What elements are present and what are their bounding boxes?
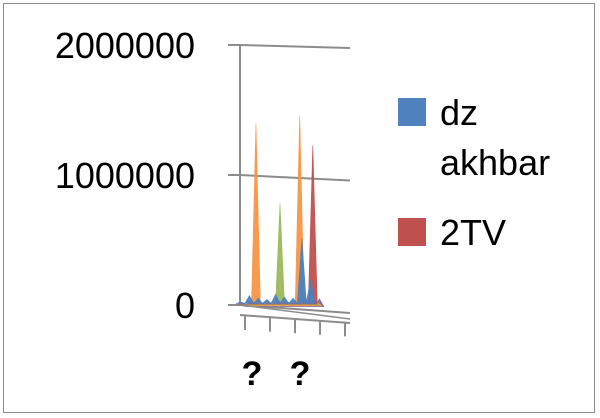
series-0-point-2 <box>252 297 264 304</box>
y-tick-label-0: 0 <box>175 285 195 326</box>
series-0-point-6 <box>287 297 299 304</box>
series-1-point-0 <box>238 303 248 305</box>
gridlines <box>228 44 351 314</box>
series-layer <box>236 115 325 307</box>
series-2-point-4 <box>275 203 285 306</box>
x-tick-label-0: ? <box>242 355 263 393</box>
legend-label-0-line-0: dz <box>440 92 478 133</box>
x-tick-label-1: ? <box>290 355 311 393</box>
series-0-point-4 <box>270 293 281 304</box>
series-0-point-7 <box>297 238 307 304</box>
x-axis-line <box>239 314 351 324</box>
gridline-1 <box>239 174 351 182</box>
series-1-point-8 <box>307 145 318 305</box>
legend-label-0-line-1: akhbar <box>440 142 550 183</box>
legend-swatch-0 <box>398 98 426 126</box>
y-axis-tick-labels: 0 1000000 2000000 <box>55 25 195 326</box>
legend-label-1: 2TV <box>440 212 506 253</box>
series-4-point-6 <box>297 305 307 307</box>
series-0-point-1 <box>244 294 255 304</box>
axis-layer <box>239 304 351 337</box>
series-4-point-5 <box>288 305 298 307</box>
series-3-point-2 <box>260 304 270 307</box>
series-3-point-3 <box>268 304 278 307</box>
series-2-point-3 <box>266 304 276 306</box>
x-axis-back-line <box>239 304 351 320</box>
y-tick-label-1: 1000000 <box>55 155 195 196</box>
y-tick-label-2: 2000000 <box>55 25 195 66</box>
legend-swatch-1 <box>398 218 426 246</box>
series-0-point-0 <box>236 301 246 304</box>
gridline-2 <box>239 44 351 49</box>
legend: dz akhbar 2TV <box>398 92 550 253</box>
x-axis-tick-labels: ?? <box>242 355 311 393</box>
series-0-point-3 <box>261 299 273 304</box>
series-3-point-1 <box>251 123 261 307</box>
series-0-point-8 <box>305 279 316 304</box>
series-0-point-5 <box>279 296 290 304</box>
